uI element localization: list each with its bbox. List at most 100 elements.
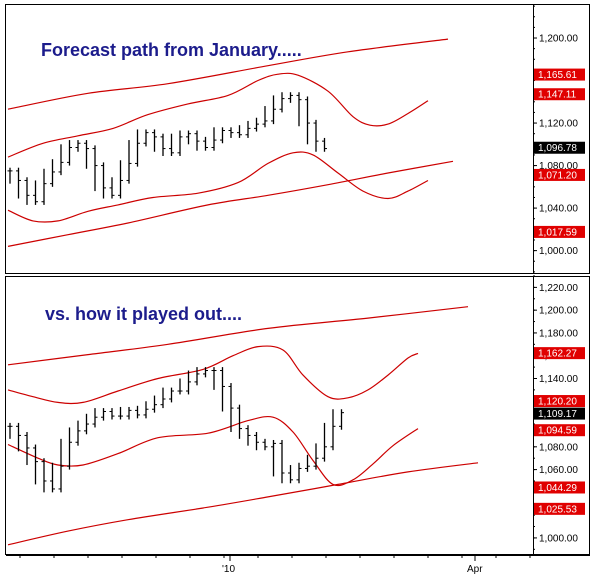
forecast-price-bar [92, 145, 98, 192]
outcome-price-bar [33, 444, 38, 485]
forecast-price-bar [118, 160, 123, 199]
outcome-price-tag: 1,094.59 [534, 424, 585, 437]
forecast-panel: Forecast path from January..... 1,000.00… [5, 4, 590, 274]
outcome-price-bar [109, 408, 115, 420]
outcome-price-bar [237, 404, 242, 439]
forecast-price-tags: 1,165.61 1,147.11 1,096.78 1,071.20 1,017.59 [534, 68, 585, 238]
outcome-price-bar [143, 401, 149, 419]
forecast-price-bar [33, 180, 38, 205]
forecast-price-bar [228, 127, 234, 138]
forecast-price-bar [313, 119, 319, 152]
outcome-price-bar [262, 438, 268, 451]
forecast-price-bar [211, 127, 217, 151]
forecast-band-line-0 [7, 160, 454, 247]
outcome-price-bar [330, 409, 336, 451]
outcome-price-bar [75, 420, 81, 446]
forecast-price-bar [160, 133, 166, 157]
forecast-price-bar [67, 140, 72, 166]
outcome-price-bar [118, 406, 123, 420]
forecast-price-bar [186, 130, 191, 145]
outcome-price-bar [296, 462, 302, 484]
forecast-price-bar [279, 92, 285, 113]
forecast-price-bar [50, 159, 55, 187]
forecast-y-tick-label: 1,040.00 [539, 204, 578, 215]
forecast-price-bar [262, 106, 268, 128]
outcome-price-bar [126, 406, 132, 420]
outcome-price-tag: 1,162.27 [534, 347, 585, 360]
outcome-y-tick-label: 1,000.00 [539, 533, 578, 544]
outcome-price-bar [92, 408, 98, 428]
outcome-title: vs. how it played out.... [45, 304, 242, 324]
outcome-price-bar [24, 432, 30, 466]
outcome-price-bar [245, 425, 251, 446]
forecast-price-bar [109, 177, 115, 199]
outcome-price-bar [169, 387, 174, 403]
forecast-price-bar [126, 140, 132, 184]
outcome-price-bar [177, 378, 183, 395]
forecast-price-tag-label: 1,165.61 [538, 70, 577, 81]
forecast-y-tick-label: 1,120.00 [539, 119, 578, 130]
outcome-y-tick-label: 1,200.00 [539, 306, 578, 317]
outcome-price-bar [271, 439, 276, 477]
forecast-price-tag: 1,147.11 [534, 88, 585, 101]
forecast-band-line-2 [7, 72, 429, 158]
forecast-title: Forecast path from January..... [41, 40, 302, 60]
outcome-price-tags: 1,162.27 1,120.201,109.17 1,094.59 1,044.29… [534, 347, 585, 515]
forecast-price-bar [245, 120, 251, 138]
outcome-price-bar [254, 432, 259, 451]
outcome-price-bar [152, 395, 157, 413]
forecast-price-tag: 1,165.61 [534, 68, 585, 81]
outcome-price-tag-label: 1,162.27 [538, 349, 577, 360]
outcome-price-bar [186, 370, 191, 395]
outcome-y-tick-label: 1,080.00 [539, 442, 578, 453]
forecast-price-bar [152, 129, 157, 152]
outcome-panel-frame [5, 276, 590, 555]
forecast-price-bar [169, 133, 174, 157]
forecast-price-bar [203, 136, 208, 151]
outcome-price-bar [101, 408, 106, 421]
forecast-price-bars [7, 92, 327, 205]
outcome-price-tag: 1,044.29 [534, 481, 585, 494]
date-tick-label: Apr [467, 564, 483, 575]
forecast-price-bar [101, 162, 106, 199]
outcome-price-tag-label: 1,120.20 [538, 397, 577, 408]
outcome-price-bar [84, 413, 89, 435]
outcome-y-tick-label: 1,060.00 [539, 465, 578, 476]
outcome-price-bar [135, 405, 140, 419]
forecast-price-bar [237, 125, 242, 138]
forecast-y-tick-label: 1,080.00 [539, 161, 578, 172]
forecast-price-bar [296, 92, 302, 127]
forecast-price-bar [143, 129, 149, 147]
outcome-price-bar [58, 438, 64, 493]
outcome-panel: vs. how it played out.... 1,000.00 1,060.… [5, 275, 590, 555]
outcome-price-bar [228, 383, 234, 433]
forecast-price-bar [84, 140, 89, 169]
outcome-price-bar [41, 458, 47, 493]
outcome-price-bar [305, 454, 310, 472]
forecast-price-bar [288, 92, 293, 103]
outcome-price-bar [279, 439, 285, 484]
outcome-price-tag-label: 1,109.17 [538, 409, 577, 420]
outcome-price-bar [16, 422, 21, 452]
date-tick-label: '10 [222, 564, 235, 575]
outcome-price-bar [288, 465, 293, 484]
outcome-band-line-1 [7, 306, 469, 366]
outcome-price-tag-label: 1,025.53 [538, 504, 577, 515]
forecast-price-bar [177, 130, 183, 157]
outcome-price-bars [7, 367, 344, 493]
outcome-price-tag: 1,120.20 [534, 395, 585, 408]
outcome-y-tick-label: 1,220.00 [539, 283, 578, 294]
forecast-price-bar [135, 129, 140, 167]
forecast-price-bar [305, 96, 310, 145]
forecast-price-bar [16, 167, 21, 199]
outcome-price-tag-label: 1,044.29 [538, 483, 577, 494]
forecast-price-tag-label: 1,147.11 [538, 90, 577, 101]
outcome-y-tick-label: 1,180.00 [539, 328, 578, 339]
forecast-y-tick-label: 1,000.00 [539, 246, 578, 257]
outcome-price-bar [7, 422, 13, 439]
forecast-band-line-3 [7, 151, 429, 223]
outcome-band-lines [7, 306, 479, 546]
forecast-price-tag-label: 1,071.20 [538, 170, 577, 181]
outcome-price-bar [313, 443, 319, 470]
